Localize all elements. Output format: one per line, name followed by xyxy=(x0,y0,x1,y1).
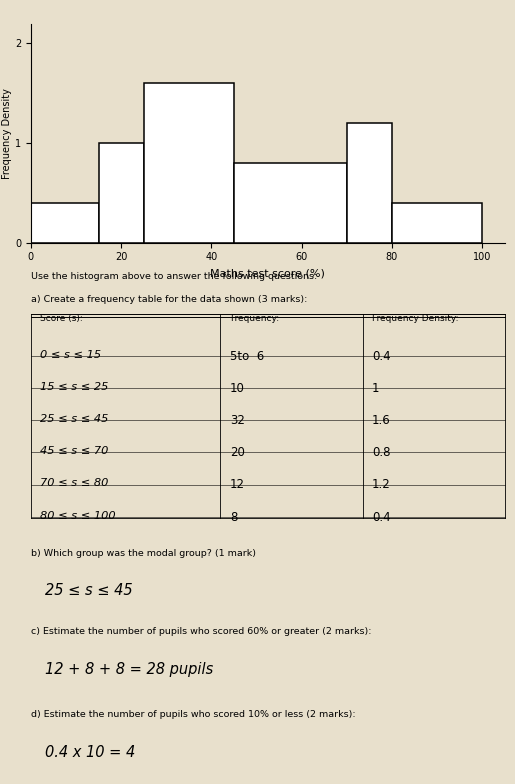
Text: 15 ≤ s ≤ 25: 15 ≤ s ≤ 25 xyxy=(40,382,109,392)
Text: 20: 20 xyxy=(230,446,245,459)
Text: 12: 12 xyxy=(230,478,245,492)
Text: 0.8: 0.8 xyxy=(372,446,390,459)
Text: c) Estimate the number of pupils who scored 60% or greater (2 marks):: c) Estimate the number of pupils who sco… xyxy=(31,626,371,636)
Bar xyxy=(392,203,482,243)
Bar xyxy=(31,203,98,243)
Y-axis label: Frequency Density: Frequency Density xyxy=(2,88,12,179)
Text: 1.6: 1.6 xyxy=(372,414,391,427)
Bar xyxy=(347,123,392,243)
Text: b) Which group was the modal group? (1 mark): b) Which group was the modal group? (1 m… xyxy=(31,549,256,557)
Text: 0.4: 0.4 xyxy=(372,350,391,362)
Text: a) Create a frequency table for the data shown (3 marks):: a) Create a frequency table for the data… xyxy=(31,295,307,304)
Text: 8: 8 xyxy=(230,510,237,524)
Text: 0 ≤ s ≤ 15: 0 ≤ s ≤ 15 xyxy=(40,350,101,360)
Bar xyxy=(144,83,234,243)
Text: Frequency:: Frequency: xyxy=(230,314,279,323)
Text: 70 ≤ s ≤ 80: 70 ≤ s ≤ 80 xyxy=(40,478,109,488)
X-axis label: Maths test score (%): Maths test score (%) xyxy=(210,268,325,278)
Text: 0.4: 0.4 xyxy=(372,510,391,524)
Text: Frequency Density:: Frequency Density: xyxy=(372,314,458,323)
Text: 1.2: 1.2 xyxy=(372,478,391,492)
Text: 25 ≤ s ≤ 45: 25 ≤ s ≤ 45 xyxy=(45,583,133,598)
Text: Use the histogram above to answer the following questions:: Use the histogram above to answer the fo… xyxy=(31,272,317,281)
Text: Score (s):: Score (s): xyxy=(40,314,83,323)
Text: 0.4 x 10 = 4: 0.4 x 10 = 4 xyxy=(45,745,135,760)
Text: 45 ≤ s ≤ 70: 45 ≤ s ≤ 70 xyxy=(40,446,109,456)
Bar xyxy=(98,143,144,243)
Text: 5to  6: 5to 6 xyxy=(230,350,264,362)
Text: d) Estimate the number of pupils who scored 10% or less (2 marks):: d) Estimate the number of pupils who sco… xyxy=(31,710,355,719)
Text: 32: 32 xyxy=(230,414,245,427)
Text: 25 ≤ s ≤ 45: 25 ≤ s ≤ 45 xyxy=(40,414,109,424)
Bar xyxy=(234,163,347,243)
Text: 12 + 8 + 8 = 28 pupils: 12 + 8 + 8 = 28 pupils xyxy=(45,662,213,677)
Text: 80 ≤ s ≤ 100: 80 ≤ s ≤ 100 xyxy=(40,510,116,521)
Text: 10: 10 xyxy=(230,382,245,395)
Text: 1: 1 xyxy=(372,382,380,395)
